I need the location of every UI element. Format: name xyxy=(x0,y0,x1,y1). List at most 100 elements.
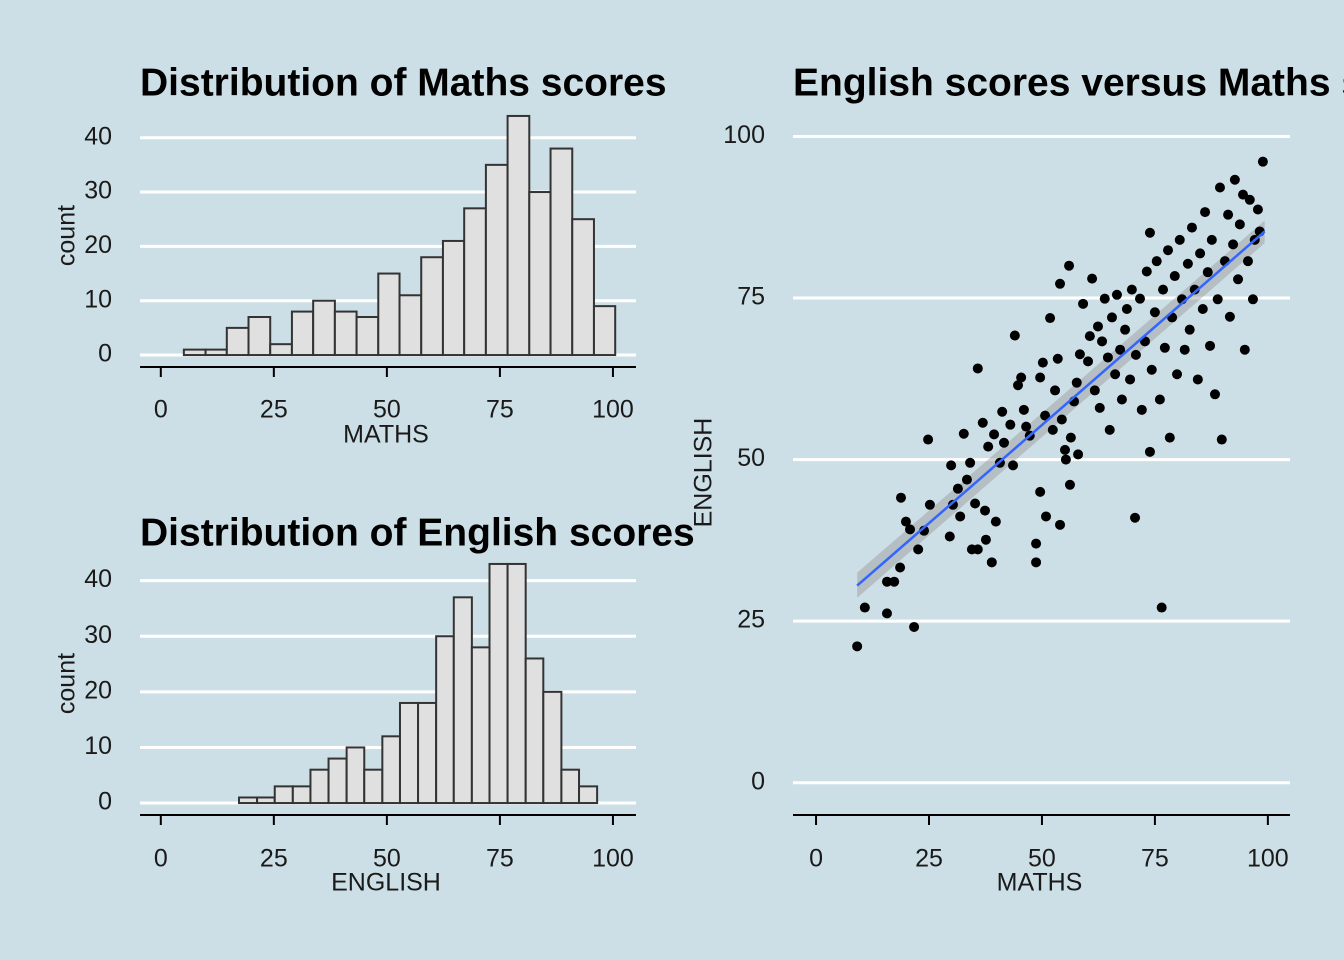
point xyxy=(1242,256,1253,267)
point xyxy=(1130,512,1141,523)
point xyxy=(1074,349,1085,360)
y-tick-label: 0 xyxy=(98,340,112,368)
point xyxy=(1154,394,1165,405)
point xyxy=(1144,227,1155,238)
point xyxy=(990,516,1001,527)
point xyxy=(1009,330,1020,341)
point xyxy=(1163,245,1174,256)
point xyxy=(1234,219,1245,230)
point xyxy=(1209,389,1220,400)
point xyxy=(1121,304,1132,315)
bar xyxy=(377,272,401,357)
y-tick-label: 10 xyxy=(84,732,112,760)
point xyxy=(905,524,916,535)
point xyxy=(1089,385,1100,396)
point xyxy=(980,534,991,545)
point xyxy=(1179,344,1190,355)
point xyxy=(1031,538,1042,549)
point xyxy=(1055,278,1066,289)
point xyxy=(1239,344,1250,355)
bar xyxy=(452,596,473,805)
y-tick-label: 10 xyxy=(84,285,112,313)
point xyxy=(1111,289,1122,300)
point xyxy=(1247,294,1258,305)
point xyxy=(895,562,906,573)
bar xyxy=(238,796,259,805)
bar xyxy=(363,768,384,805)
x-tick-label: 50 xyxy=(1028,845,1056,873)
bar xyxy=(560,768,581,805)
point xyxy=(900,516,911,527)
chart-title: English scores versus Maths scores xyxy=(793,61,1344,104)
point xyxy=(859,602,870,613)
bar xyxy=(309,768,330,805)
chart-title: Distribution of Maths scores xyxy=(140,61,667,104)
point xyxy=(1056,414,1067,425)
point xyxy=(986,557,997,568)
point xyxy=(1097,336,1108,347)
y-tick-label: 100 xyxy=(723,121,765,149)
point xyxy=(961,474,972,485)
point xyxy=(958,428,969,439)
chart-title: Distribution of English scores xyxy=(140,511,695,554)
point xyxy=(1087,273,1098,284)
x-tick-label: 0 xyxy=(154,845,168,873)
point xyxy=(1005,419,1016,430)
point xyxy=(1252,204,1263,215)
point xyxy=(924,499,935,510)
point xyxy=(970,498,981,509)
point xyxy=(1071,377,1082,388)
point xyxy=(1120,324,1131,335)
bar xyxy=(247,316,272,357)
bar xyxy=(484,163,509,357)
point xyxy=(980,505,991,516)
point xyxy=(1059,444,1070,455)
point xyxy=(997,406,1008,417)
point xyxy=(1212,294,1223,305)
bar xyxy=(470,646,491,805)
point xyxy=(1099,293,1110,304)
y-tick-label: 40 xyxy=(84,565,112,593)
point xyxy=(1083,356,1094,367)
bar xyxy=(225,326,250,357)
point xyxy=(1229,174,1240,185)
point xyxy=(1134,293,1145,304)
point xyxy=(1040,410,1051,421)
x-tick-label: 25 xyxy=(260,396,288,424)
point xyxy=(947,499,958,510)
bar xyxy=(256,796,276,805)
point xyxy=(1228,239,1239,250)
point xyxy=(1159,342,1170,353)
point xyxy=(1018,404,1029,415)
bar xyxy=(345,746,366,805)
point xyxy=(889,576,900,587)
x-tick-label: 25 xyxy=(915,845,943,873)
x-tick-label: 25 xyxy=(260,845,288,873)
x-tick-label: 50 xyxy=(373,845,401,873)
point xyxy=(1035,372,1046,383)
point xyxy=(977,417,988,428)
point xyxy=(1021,421,1032,432)
bar xyxy=(420,256,444,357)
point xyxy=(1110,369,1121,380)
y-tick-label: 30 xyxy=(84,621,112,649)
y-tick-label: 0 xyxy=(98,788,112,816)
point xyxy=(913,544,924,555)
x-tick-label: 100 xyxy=(592,396,634,424)
x-axis-title: MATHS xyxy=(343,421,429,449)
point xyxy=(1189,284,1200,295)
point xyxy=(1156,602,1167,613)
bar xyxy=(182,348,207,357)
point xyxy=(972,363,983,374)
point xyxy=(1202,267,1213,278)
point xyxy=(965,457,976,468)
point xyxy=(1192,374,1203,385)
point xyxy=(1016,372,1027,383)
y-axis-title: count xyxy=(53,653,81,714)
bar xyxy=(542,690,563,805)
point xyxy=(1106,312,1117,323)
point xyxy=(1244,194,1255,205)
point xyxy=(1238,189,1249,200)
x-tick-label: 75 xyxy=(1141,845,1169,873)
